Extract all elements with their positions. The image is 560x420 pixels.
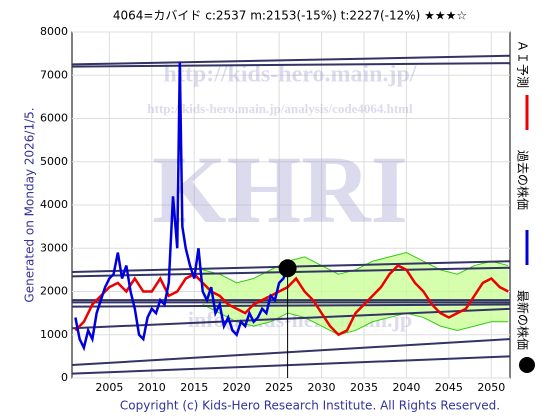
trend-line <box>72 338 510 367</box>
series-line <box>74 264 509 337</box>
x-tick-label: 2035 <box>350 381 378 394</box>
legend-label: 過去の株価 <box>516 150 531 210</box>
series-line <box>74 62 289 352</box>
y-tick-label: 4000 <box>40 198 68 211</box>
band-line <box>202 304 509 336</box>
y-tick-label: 0 <box>61 371 68 384</box>
legend-label: 最新の株価 <box>516 290 531 350</box>
trend-line <box>72 54 510 66</box>
plot <box>72 54 510 375</box>
legend-label: ＡＩ予測 <box>516 40 530 88</box>
watermark: KHRI <box>152 136 408 243</box>
x-tick-label: 2030 <box>308 381 336 394</box>
y-tick-label: 8000 <box>40 25 68 38</box>
legend-swatch <box>519 357 535 373</box>
y-tick-label: 3000 <box>40 241 68 254</box>
latest-point <box>278 259 297 278</box>
x-tick-label: 2020 <box>223 381 251 394</box>
footer: Copyright (c) Kids-Hero Research Institu… <box>120 399 500 413</box>
chart-title: 4064=カバイド c:2537 m:2153(-15%) t:2227(-12… <box>113 9 467 23</box>
x-tick-label: 2005 <box>95 381 123 394</box>
x-tick-label: 2040 <box>392 381 420 394</box>
trend-line <box>72 62 510 68</box>
y-tick-label: 7000 <box>40 68 68 81</box>
y-tick-label: 6000 <box>40 112 68 125</box>
y-tick-label: 2000 <box>40 285 68 298</box>
x-tick-label: 2050 <box>477 381 505 394</box>
watermark: http://kids-hero.main.jp/analysis/code40… <box>147 101 413 116</box>
trend-line <box>72 355 510 375</box>
y-label: Generated on Monday 2026/1/5. <box>23 107 37 302</box>
trend-line <box>72 303 510 308</box>
x-tick-label: 2015 <box>180 381 208 394</box>
x-tick-label: 2025 <box>265 381 293 394</box>
y-tick-label: 5000 <box>40 155 68 168</box>
y-tick-label: 1000 <box>40 328 68 341</box>
x-tick-label: 2010 <box>138 381 166 394</box>
x-tick-label: 2045 <box>435 381 463 394</box>
